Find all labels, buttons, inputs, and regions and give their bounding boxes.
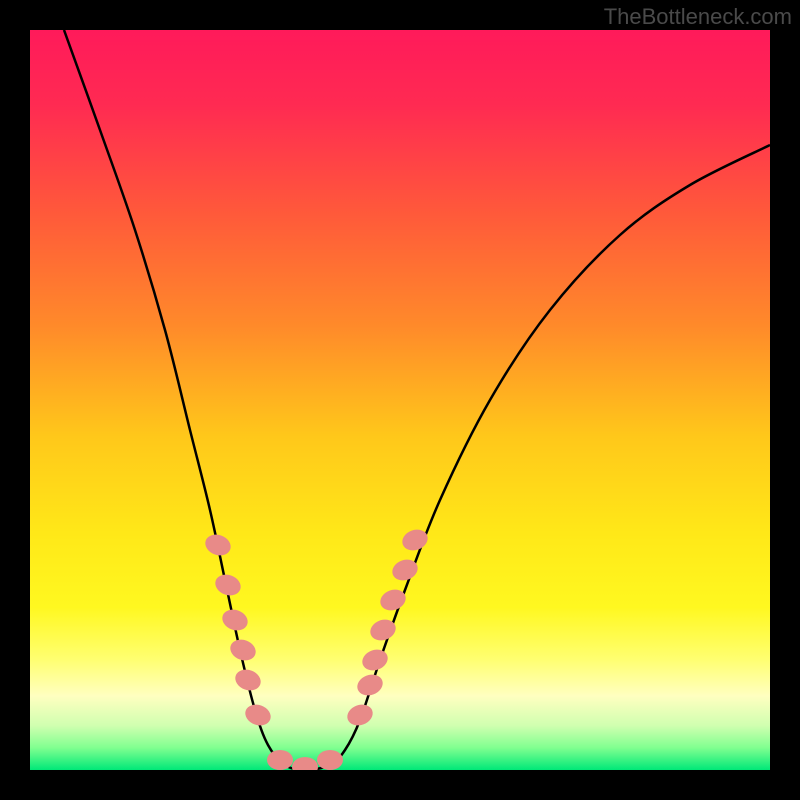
data-marker (317, 750, 343, 770)
data-marker (267, 750, 293, 770)
gradient-background (30, 30, 770, 770)
watermark: TheBottleneck.com (604, 4, 792, 30)
chart-svg (30, 30, 770, 770)
bottleneck-chart (30, 30, 770, 770)
